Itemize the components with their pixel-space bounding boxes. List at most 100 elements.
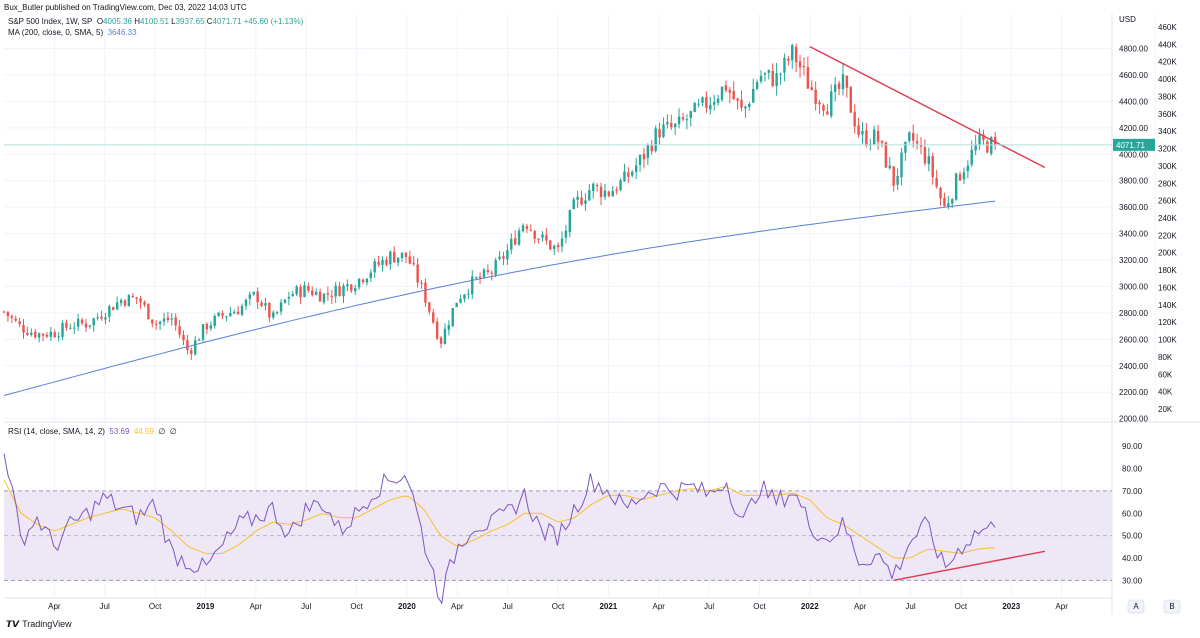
candle-body bbox=[45, 334, 49, 337]
candle-body bbox=[521, 225, 525, 232]
candle-body bbox=[853, 111, 856, 127]
candle-body bbox=[510, 238, 513, 250]
x-tick-label: 2020 bbox=[398, 602, 416, 611]
candle-body bbox=[818, 102, 821, 105]
price-tick-label: 2400.00 bbox=[1119, 362, 1148, 371]
candle-body bbox=[923, 147, 927, 164]
candle-body bbox=[209, 325, 213, 329]
rsi-ma-value: 44.59 bbox=[133, 427, 154, 436]
candle-body bbox=[775, 73, 778, 87]
candle-body bbox=[673, 123, 677, 128]
candle-body bbox=[147, 303, 150, 320]
candle-body bbox=[334, 285, 337, 297]
secondary-tick-label: 220K bbox=[1158, 231, 1177, 240]
candle-body bbox=[677, 116, 681, 125]
candle-body bbox=[420, 282, 423, 284]
candle-body bbox=[451, 308, 454, 327]
candle-body bbox=[900, 152, 903, 178]
candle-body bbox=[849, 87, 852, 113]
rsi-tick-label: 30.00 bbox=[1122, 576, 1143, 585]
candle-body bbox=[385, 259, 388, 265]
candle-body bbox=[217, 312, 220, 316]
candle-body bbox=[342, 285, 345, 297]
x-tick-label: Jul bbox=[503, 602, 513, 611]
secondary-tick-label: 460K bbox=[1158, 23, 1177, 32]
candle-body bbox=[627, 172, 630, 177]
x-tick-label: Jul bbox=[704, 602, 714, 611]
candle-body bbox=[607, 191, 611, 196]
rsi-tick-label: 40.00 bbox=[1122, 554, 1143, 563]
price-tick-label: 4200.00 bbox=[1119, 124, 1148, 133]
candle-body bbox=[326, 293, 330, 295]
candle-body bbox=[670, 122, 673, 128]
candle-body bbox=[463, 294, 466, 299]
secondary-tick-label: 200K bbox=[1158, 249, 1177, 258]
candle-body bbox=[517, 230, 521, 245]
tradingview-mark-icon: 𝙏𝙑 bbox=[6, 619, 20, 629]
x-tick-label: 2022 bbox=[801, 602, 819, 611]
candle-body bbox=[412, 262, 415, 265]
candle-body bbox=[810, 87, 813, 90]
candle-body bbox=[174, 317, 177, 326]
candle-body bbox=[552, 245, 556, 249]
c-value: 4071.71 bbox=[212, 17, 242, 26]
candle-body bbox=[837, 83, 841, 89]
candle-body bbox=[330, 295, 333, 297]
candle-body bbox=[61, 323, 64, 337]
candle-body bbox=[912, 133, 915, 141]
candle-body bbox=[888, 165, 892, 169]
x-tick-label: Oct bbox=[149, 602, 162, 611]
null-glyph-2: ∅ bbox=[169, 427, 177, 436]
candle-body bbox=[779, 73, 782, 75]
secondary-tick-label: 60K bbox=[1158, 370, 1173, 379]
candle-body bbox=[10, 316, 14, 318]
candle-body bbox=[701, 97, 704, 103]
candle-body bbox=[709, 104, 712, 110]
candle-body bbox=[826, 111, 829, 115]
candle-body bbox=[841, 74, 845, 90]
candle-body bbox=[474, 277, 478, 279]
candle-body bbox=[584, 200, 587, 204]
change-value: +45.60 (+1.13%) bbox=[243, 17, 304, 26]
candle-body bbox=[533, 230, 536, 239]
candle-body bbox=[432, 312, 435, 323]
candle-body bbox=[861, 131, 864, 135]
secondary-tick-label: 100K bbox=[1158, 336, 1177, 345]
candle-body bbox=[541, 234, 544, 238]
candle-body bbox=[525, 226, 529, 229]
candle-body bbox=[662, 124, 665, 137]
candle-body bbox=[681, 117, 685, 120]
candle-body bbox=[771, 70, 774, 87]
candle-body bbox=[845, 75, 849, 88]
candle-body bbox=[350, 284, 353, 291]
candle-body bbox=[268, 302, 271, 318]
secondary-tick-label: 20K bbox=[1158, 405, 1173, 414]
candle-body bbox=[646, 145, 650, 158]
price-tick-label: 3800.00 bbox=[1119, 177, 1148, 186]
ma-legend: MA (200, close, 0, SMA, 5) 3646.33 bbox=[8, 28, 137, 37]
candle-body bbox=[166, 317, 170, 321]
last-price-label: 4071.71 bbox=[1116, 141, 1145, 150]
price-legend: S&P 500 Index, 1W, SP O4005.36 H4100.51 … bbox=[8, 17, 303, 26]
candle-body bbox=[279, 302, 283, 312]
candle-body bbox=[69, 328, 72, 330]
candle-body bbox=[759, 75, 763, 82]
candle-body bbox=[740, 99, 743, 108]
ma-value: 3646.33 bbox=[107, 28, 137, 37]
candle-body bbox=[123, 300, 127, 306]
candle-body bbox=[623, 171, 626, 182]
candle-body bbox=[631, 171, 634, 176]
candle-body bbox=[119, 300, 123, 304]
candle-body bbox=[186, 340, 189, 350]
candle-body bbox=[299, 286, 302, 298]
candle-body bbox=[962, 172, 966, 180]
secondary-tick-label: 40K bbox=[1158, 388, 1173, 397]
candle-body bbox=[549, 240, 552, 250]
candle-body bbox=[478, 276, 482, 279]
x-tick-label: 2021 bbox=[599, 602, 617, 611]
secondary-tick-label: 240K bbox=[1158, 214, 1177, 223]
h-value: 4100.51 bbox=[139, 17, 169, 26]
candle-body bbox=[275, 311, 279, 313]
